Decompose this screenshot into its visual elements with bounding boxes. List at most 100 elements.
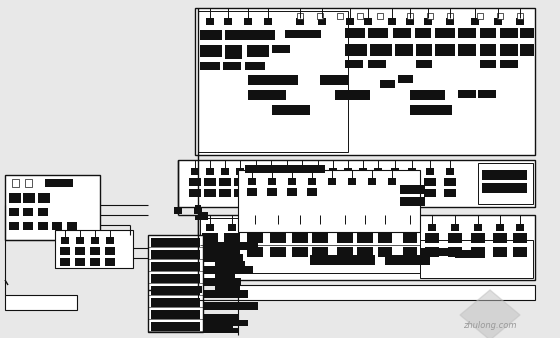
Bar xyxy=(5,295,77,310)
Bar xyxy=(480,44,496,56)
Bar xyxy=(314,168,322,175)
Bar xyxy=(55,230,133,268)
Bar xyxy=(23,222,33,230)
Bar xyxy=(215,249,240,255)
Bar xyxy=(318,18,326,25)
Bar xyxy=(252,168,260,175)
Bar xyxy=(377,13,383,19)
Bar xyxy=(435,44,455,56)
Bar xyxy=(234,189,246,197)
Bar xyxy=(477,13,483,19)
Bar xyxy=(195,215,201,220)
Bar xyxy=(444,189,456,197)
Bar xyxy=(202,247,218,257)
Bar xyxy=(391,168,399,175)
Bar xyxy=(194,207,202,214)
Bar xyxy=(420,248,448,256)
Bar xyxy=(203,326,233,332)
Bar xyxy=(420,240,533,278)
Bar xyxy=(346,18,354,25)
Bar xyxy=(345,60,363,68)
Bar xyxy=(287,188,297,196)
Bar xyxy=(9,193,21,203)
Bar xyxy=(424,178,436,186)
Bar xyxy=(388,18,396,25)
Bar xyxy=(38,208,48,216)
Bar xyxy=(500,60,518,68)
Bar xyxy=(23,193,35,203)
Bar xyxy=(500,28,518,38)
Bar xyxy=(425,233,439,243)
Bar xyxy=(189,178,201,186)
Bar xyxy=(151,262,200,271)
Bar xyxy=(474,224,482,231)
Bar xyxy=(223,62,241,70)
Bar xyxy=(480,60,496,68)
Bar xyxy=(151,250,200,259)
Bar xyxy=(296,189,308,197)
Bar xyxy=(513,233,527,243)
Bar xyxy=(337,247,353,257)
Bar xyxy=(151,322,200,331)
Bar xyxy=(312,247,328,257)
Bar xyxy=(45,179,73,187)
Bar xyxy=(298,168,306,175)
Bar xyxy=(200,45,222,57)
Bar xyxy=(203,254,243,262)
Bar xyxy=(381,224,389,231)
Bar xyxy=(224,233,240,243)
Bar xyxy=(471,233,485,243)
Bar xyxy=(91,237,99,244)
Bar xyxy=(238,170,420,232)
Bar xyxy=(494,18,502,25)
Bar xyxy=(471,247,485,257)
Bar xyxy=(265,178,277,186)
Bar xyxy=(281,178,293,186)
Bar xyxy=(244,18,252,25)
Bar xyxy=(446,168,454,175)
Bar xyxy=(219,178,231,186)
Bar xyxy=(496,224,504,231)
Bar xyxy=(105,247,115,255)
Bar xyxy=(105,258,115,266)
Bar xyxy=(385,255,430,265)
Bar xyxy=(406,18,414,25)
Bar xyxy=(444,178,456,186)
Bar xyxy=(497,13,503,19)
Bar xyxy=(388,178,396,185)
Bar xyxy=(400,185,425,194)
Bar xyxy=(198,215,535,280)
Bar xyxy=(403,233,417,243)
Bar xyxy=(200,218,420,273)
Bar xyxy=(310,255,375,265)
Bar xyxy=(23,208,33,216)
Bar xyxy=(335,90,370,100)
Bar xyxy=(368,178,376,185)
Bar xyxy=(60,258,70,266)
Bar xyxy=(221,168,229,175)
Bar xyxy=(67,222,77,230)
Bar xyxy=(372,189,384,197)
Bar xyxy=(410,90,445,100)
Bar xyxy=(312,233,328,243)
Bar xyxy=(12,179,19,187)
Bar xyxy=(345,44,367,56)
Bar xyxy=(202,233,218,243)
Bar xyxy=(200,30,222,40)
Bar xyxy=(206,18,214,25)
Bar xyxy=(200,62,220,70)
Bar xyxy=(342,189,354,197)
Bar xyxy=(400,197,425,206)
Bar xyxy=(267,168,275,175)
Bar xyxy=(415,28,431,38)
Bar xyxy=(228,224,236,231)
Bar xyxy=(478,163,533,204)
Bar xyxy=(76,237,84,244)
Bar xyxy=(191,168,199,175)
Bar xyxy=(215,285,240,291)
Bar xyxy=(312,189,324,197)
Bar xyxy=(90,247,100,255)
Bar xyxy=(448,233,462,243)
Bar xyxy=(285,30,303,38)
Bar xyxy=(341,224,349,231)
